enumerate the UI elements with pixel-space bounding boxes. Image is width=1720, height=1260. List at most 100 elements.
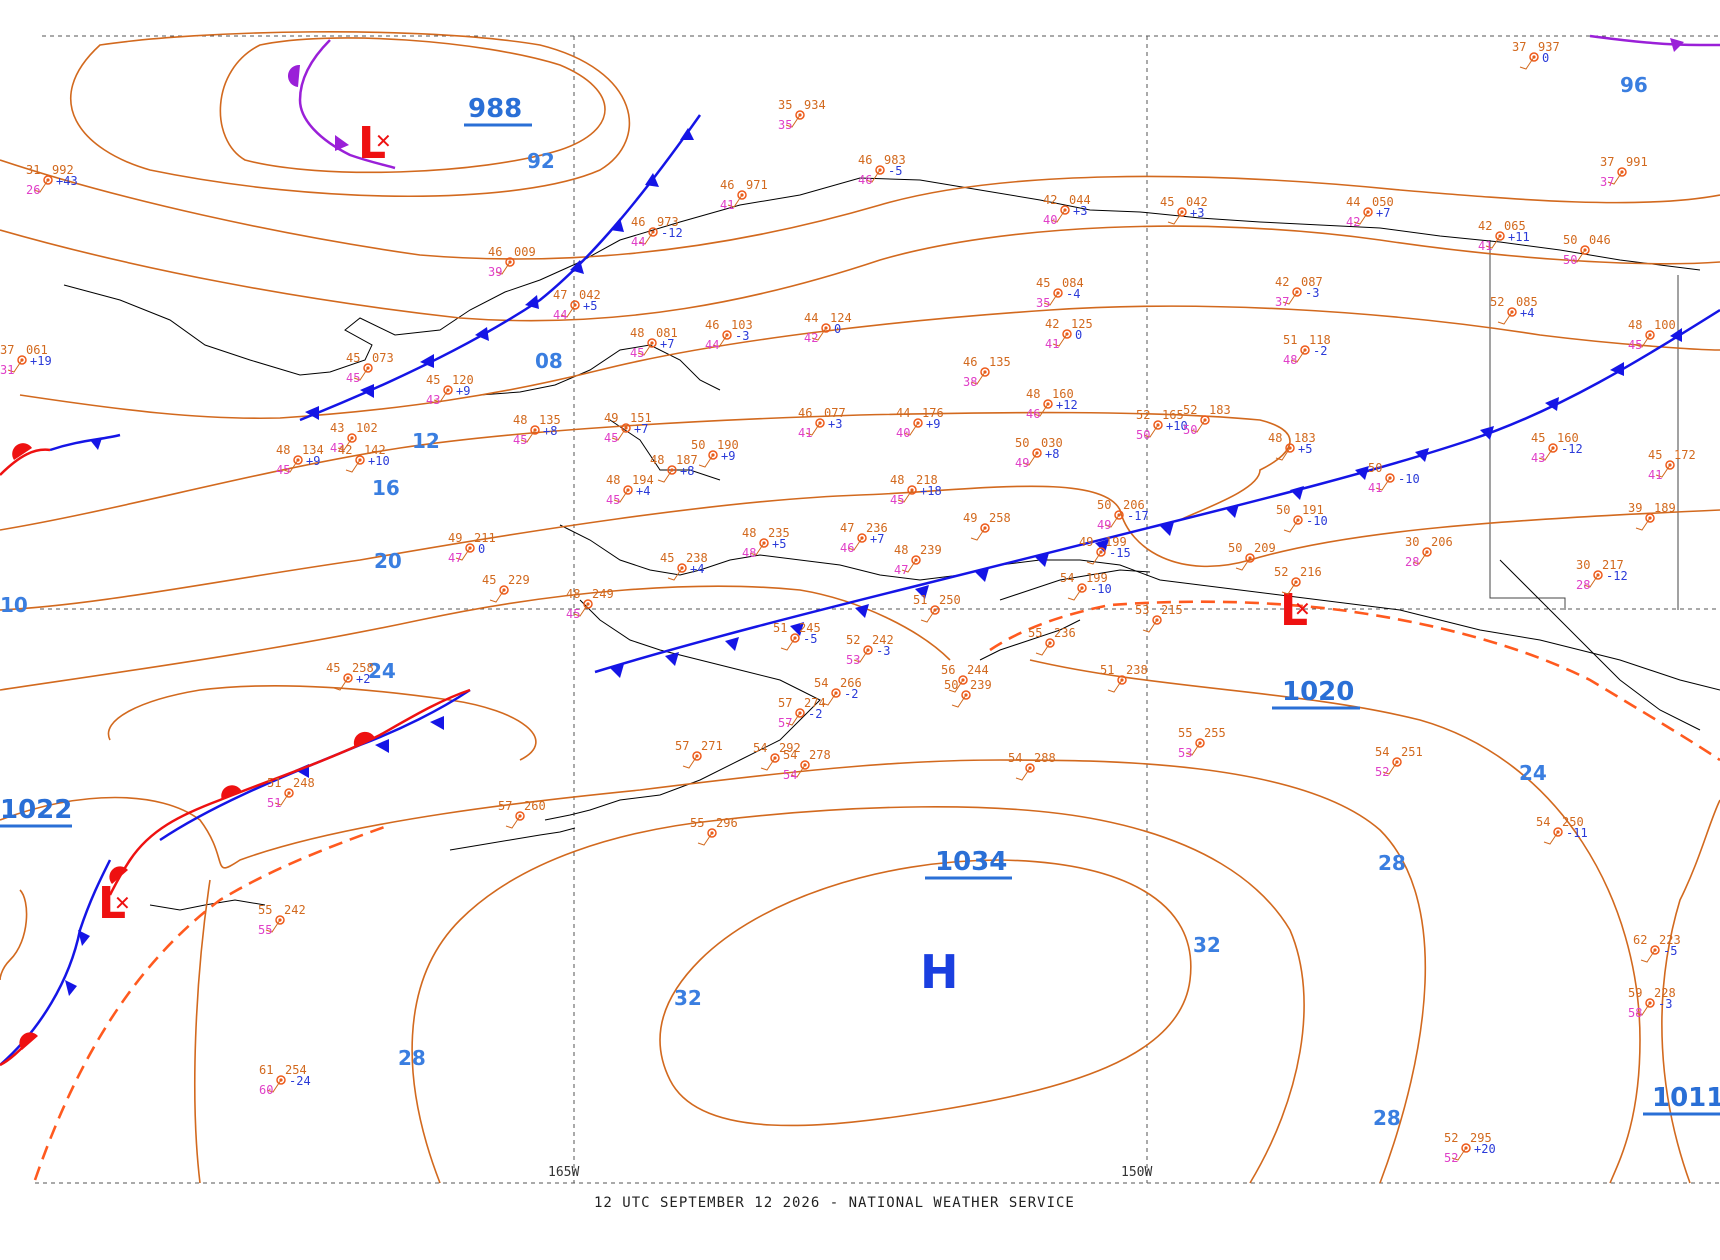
station-plot: 49 211 47 0 <box>448 531 496 565</box>
isobar-label: 92 <box>527 149 555 173</box>
station-pressure-change: +7 <box>634 422 648 436</box>
wind-barb <box>1275 447 1291 461</box>
station-plot: 54 199-10 <box>1060 571 1112 601</box>
station-circle <box>1580 245 1590 255</box>
station-dewpoint: 40 <box>1043 213 1057 227</box>
wind-barb <box>682 755 698 769</box>
wind-barb <box>265 919 281 933</box>
station-pressure: 248 <box>293 776 315 790</box>
station-plot: 49 151 45 +7 <box>604 411 652 445</box>
station-circle <box>815 418 825 428</box>
station-dewpoint: 28 <box>1576 578 1590 592</box>
station-dewpoint: 51 <box>267 796 281 810</box>
station-pressure: 236 <box>866 521 888 535</box>
station-circle <box>821 323 831 333</box>
station-plot: 48 239 47 <box>894 543 942 577</box>
station-plot: 57 271 <box>675 739 723 769</box>
station-circle <box>505 257 515 267</box>
station-temperature: 48 <box>630 326 644 340</box>
wind-barb <box>805 422 821 436</box>
station-pressure: 271 <box>701 739 723 753</box>
station-circle <box>1300 345 1310 355</box>
low-center-x: ✕ <box>114 891 131 915</box>
station-pressure: 134 <box>302 443 324 457</box>
station-pressure: 030 <box>1041 436 1063 450</box>
station-plot: 45 084 35 -4 <box>1036 276 1084 310</box>
low-center-x: ✕ <box>375 129 392 153</box>
station-pressure: 937 <box>1538 40 1560 54</box>
station-circle <box>1153 420 1163 430</box>
station-dewpoint: 37 <box>1275 295 1289 309</box>
station-plot: 45 120 43 +9 <box>426 373 474 407</box>
station-dewpoint: 53 <box>1178 746 1192 760</box>
station-circle <box>647 338 657 348</box>
station-circle <box>347 433 357 443</box>
wind-barb <box>897 489 913 503</box>
station-pressure: 190 <box>717 438 739 452</box>
station-circle <box>43 175 53 185</box>
station-dewpoint: 45 <box>604 431 618 445</box>
station-plot: 54 292 <box>753 741 801 771</box>
station-pressure: 216 <box>1300 565 1322 579</box>
station-temperature: 50 <box>1368 461 1382 475</box>
station-pressure-change: 0 <box>478 542 485 556</box>
station-circle <box>276 1075 286 1085</box>
station-circle <box>623 485 633 495</box>
station-plot: 46 983 46 -5 <box>858 153 906 187</box>
station-temperature: 46 <box>798 406 812 420</box>
station-dewpoint: 35 <box>1036 296 1050 310</box>
station-dewpoint: 38 <box>963 375 977 389</box>
station-pressure-change: 0 <box>834 322 841 336</box>
station-plot: 46 077 41 +3 <box>798 406 846 440</box>
station-plot: 45 258+2 <box>326 661 374 691</box>
station-circle <box>1285 443 1295 453</box>
station-pressure-change: -12 <box>661 226 683 240</box>
station-pressure-change: -10 <box>1398 472 1420 486</box>
station-dewpoint: 52 <box>1444 1151 1458 1165</box>
wind-barb <box>1607 171 1623 185</box>
station-plot: 45 160 43 -12 <box>1531 431 1583 465</box>
wind-barb <box>345 459 361 473</box>
station-pressure: 061 <box>26 343 48 357</box>
station-circle <box>1645 998 1655 1008</box>
wind-barb <box>903 422 919 436</box>
high-center-pressure: 1034 <box>935 847 1007 877</box>
station-pressure: 199 <box>1086 571 1108 585</box>
station-temperature: 54 <box>1008 751 1022 765</box>
station-temperature: 37 <box>0 343 14 357</box>
station-pressure: 242 <box>284 903 306 917</box>
station-temperature: 56 <box>941 663 955 677</box>
station-plot: 54 266-2 <box>814 676 862 706</box>
wind-barb <box>785 114 801 128</box>
station-dewpoint: 55 <box>258 923 272 937</box>
station-temperature: 44 <box>1346 195 1360 209</box>
station-plot: 42 044 40 +3 <box>1043 193 1091 227</box>
station-dewpoint: 26 <box>26 183 40 197</box>
station-pressure-change: +10 <box>1166 419 1188 433</box>
low-center-symbol: L <box>358 118 386 169</box>
station-temperature: 47 <box>553 288 567 302</box>
station-temperature: 48 <box>890 473 904 487</box>
station-plot: 39 189 <box>1628 501 1676 531</box>
station-temperature: 31 <box>26 163 40 177</box>
station-pressure-change: -3 <box>735 329 749 343</box>
station-dewpoint: 40 <box>896 426 910 440</box>
station-pressure: 296 <box>716 816 738 830</box>
station-circle <box>857 533 867 543</box>
station-temperature: 46 <box>631 215 645 229</box>
wind-barb <box>489 589 505 603</box>
station-pressure-change: -5 <box>888 164 902 178</box>
station-plot: 51 118 48 -2 <box>1283 333 1331 367</box>
station-pressure-change: +3 <box>1073 204 1087 218</box>
station-pressure: 042 <box>1186 195 1208 209</box>
station-circle <box>1422 547 1432 557</box>
station-circle <box>770 753 780 763</box>
station-plot: 47 042 44 +5 <box>553 288 601 322</box>
station-plot: 48 187+8 <box>650 453 698 483</box>
station-temperature: 55 <box>1178 726 1192 740</box>
station-pressure-change: +10 <box>368 454 390 468</box>
station-temperature: 52 <box>846 633 860 647</box>
isobars <box>0 31 1720 1184</box>
station-temperature: 51 <box>267 776 281 790</box>
station-temperature: 54 <box>1060 571 1074 585</box>
